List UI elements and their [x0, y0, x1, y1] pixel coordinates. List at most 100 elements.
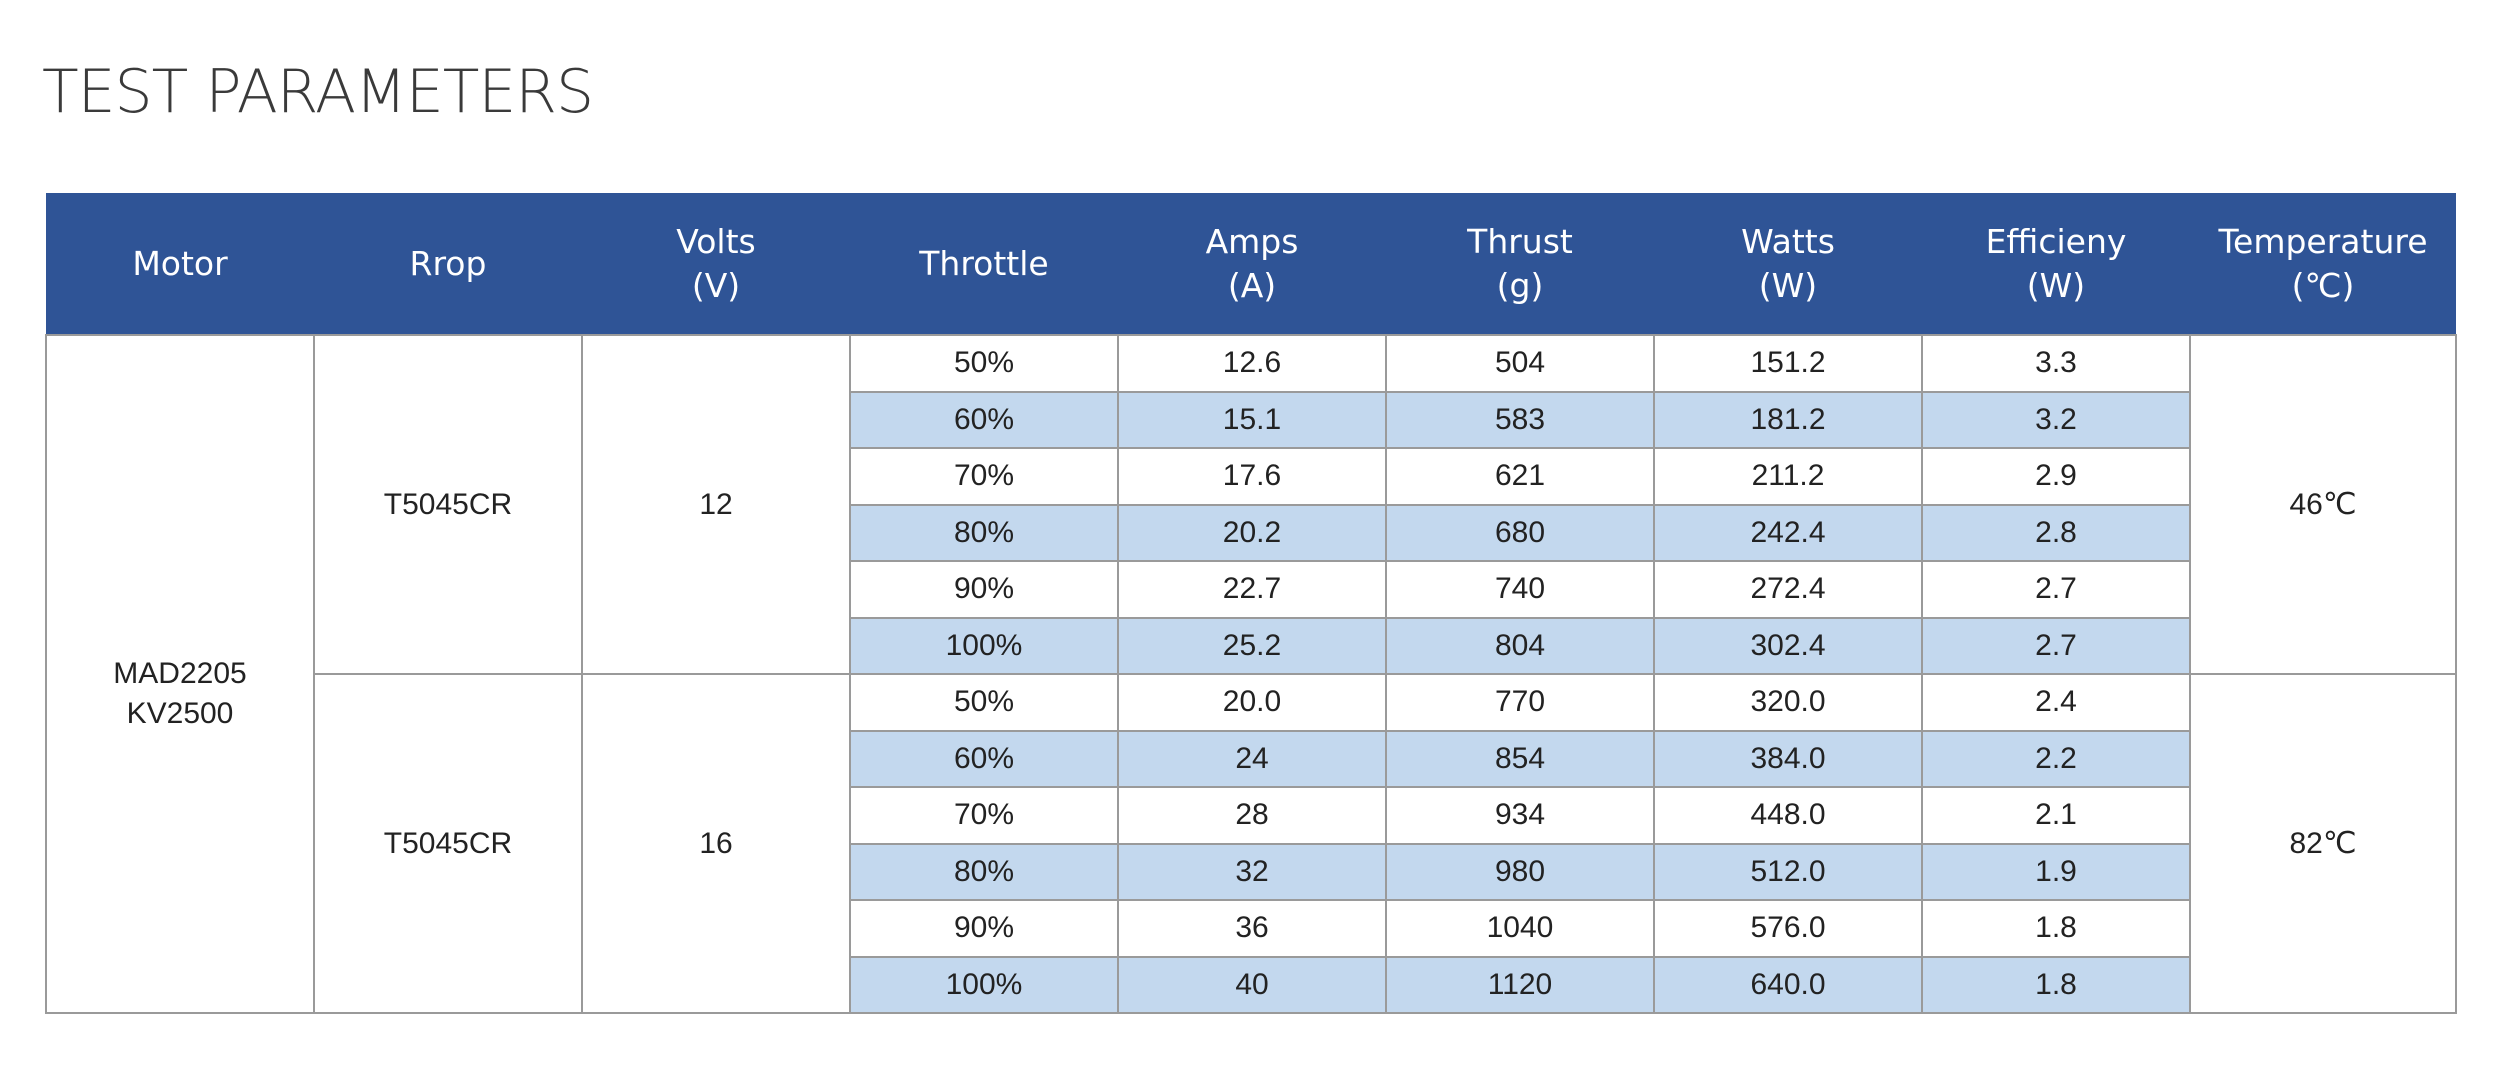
thrust-cell: 740: [1385, 560, 1655, 619]
volts-cell: 12: [581, 334, 851, 675]
volts-cell: 16: [581, 673, 851, 1014]
amps-cell: 15.1: [1117, 390, 1387, 449]
efficiency-cell: 3.3: [1921, 334, 2191, 393]
watts-cell: 576.0: [1653, 899, 1923, 958]
efficiency-cell: 3.2: [1921, 390, 2191, 449]
throttle-cell: 70%: [849, 786, 1119, 845]
table-row: 90% 36 1040 576.0 1.8: [46, 899, 2456, 958]
efficiency-cell: 2.1: [1921, 786, 2191, 845]
table-row: 80% 20.2 680 242.4 2.8: [46, 503, 2456, 562]
amps-cell: 12.6: [1117, 334, 1387, 393]
table-row: 100% 40 1120 640.0 1.8: [46, 955, 2456, 1014]
efficiency-cell: 1.8: [1921, 955, 2191, 1014]
header-thrust-line: Thrust: [1467, 221, 1573, 261]
thrust-cell: 804: [1385, 616, 1655, 675]
table-row: 100% 25.2 804 302.4 2.7: [46, 616, 2456, 675]
prop-cell: T5045CR: [313, 334, 583, 675]
motor-cell: MAD2205 KV2500: [45, 334, 315, 1014]
header-watts-line: Watts: [1741, 221, 1835, 261]
header-row: Motor Rrop Volts (V) Throttle Amps (A) Thrust (g…: [46, 193, 2456, 335]
amps-cell: 28: [1117, 786, 1387, 845]
header-motor-line: Motor: [132, 243, 228, 283]
amps-cell: 32: [1117, 842, 1387, 901]
amps-cell: 17.6: [1117, 447, 1387, 506]
amps-cell: 24: [1117, 729, 1387, 788]
header-thrust-line: (g): [1496, 265, 1544, 305]
table-body: MAD2205 KV2500 T5045CR 12 50% 12.6 504 151.2 3.3…: [45, 334, 2457, 1014]
header-throttle: Throttle: [850, 193, 1118, 335]
thrust-cell: 680: [1385, 503, 1655, 562]
header-watts: Watts (W): [1654, 193, 1922, 335]
throttle-cell: 60%: [849, 729, 1119, 788]
efficiency-cell: 2.7: [1921, 560, 2191, 619]
watts-cell: 151.2: [1653, 334, 1923, 393]
header-amps-line: Amps: [1205, 221, 1299, 261]
throttle-cell: 70%: [849, 447, 1119, 506]
watts-cell: 384.0: [1653, 729, 1923, 788]
page-title: TEST PARAMETERS: [42, 57, 594, 127]
thrust-cell: 621: [1385, 447, 1655, 506]
throttle-cell: 50%: [849, 673, 1119, 732]
efficiency-cell: 1.8: [1921, 899, 2191, 958]
motor-name-line: KV2500: [126, 697, 234, 730]
header-efficiency: Efficieny (W): [1922, 193, 2190, 335]
watts-cell: 272.4: [1653, 560, 1923, 619]
header-temperature: Temperature (℃): [2190, 193, 2456, 335]
header-temperature-line: (℃): [2291, 265, 2355, 305]
throttle-cell: 90%: [849, 560, 1119, 619]
header-watts-line: (W): [1758, 265, 1818, 305]
efficiency-cell: 2.9: [1921, 447, 2191, 506]
header-amps-line: (A): [1227, 265, 1277, 305]
prop-cell: T5045CR: [313, 673, 583, 1014]
header-throttle-line: Throttle: [919, 243, 1049, 283]
watts-cell: 242.4: [1653, 503, 1923, 562]
efficiency-cell: 2.4: [1921, 673, 2191, 732]
throttle-cell: 100%: [849, 616, 1119, 675]
header-motor: Motor: [46, 193, 314, 335]
thrust-cell: 980: [1385, 842, 1655, 901]
header-volts: Volts (V): [582, 193, 850, 335]
header-thrust: Thrust (g): [1386, 193, 1654, 335]
amps-cell: 20.2: [1117, 503, 1387, 562]
watts-cell: 211.2: [1653, 447, 1923, 506]
throttle-cell: 100%: [849, 955, 1119, 1014]
watts-cell: 512.0: [1653, 842, 1923, 901]
throttle-cell: 80%: [849, 842, 1119, 901]
header-volts-line: (V): [691, 265, 741, 305]
efficiency-cell: 1.9: [1921, 842, 2191, 901]
motor-name-line: MAD2205: [113, 657, 247, 690]
header-prop: Rrop: [314, 193, 582, 335]
watts-cell: 302.4: [1653, 616, 1923, 675]
header-amps: Amps (A): [1118, 193, 1386, 335]
header-efficiency-line: (W): [2026, 265, 2086, 305]
efficiency-cell: 2.8: [1921, 503, 2191, 562]
temperature-cell: 82℃: [2189, 673, 2457, 1014]
header-efficiency-line: Efficieny: [1985, 221, 2127, 261]
amps-cell: 36: [1117, 899, 1387, 958]
throttle-cell: 80%: [849, 503, 1119, 562]
thrust-cell: 934: [1385, 786, 1655, 845]
table-row: T5045CR 16 50% 20.0 770 320.0 2.4 82℃: [46, 673, 2457, 1014]
thrust-cell: 504: [1385, 334, 1655, 393]
table-row: 80% 32 980 512.0 1.9: [46, 842, 2456, 901]
table-row: 60% 24 854 384.0 2.2: [46, 729, 2456, 788]
amps-cell: 25.2: [1117, 616, 1387, 675]
table-header: Motor Rrop Volts (V) Throttle Amps (A) Thrust (g…: [46, 193, 2456, 335]
amps-cell: 40: [1117, 955, 1387, 1014]
watts-cell: 181.2: [1653, 390, 1923, 449]
throttle-cell: 60%: [849, 390, 1119, 449]
efficiency-cell: 2.2: [1921, 729, 2191, 788]
table-row: 60% 15.1 583 181.2 3.2: [46, 390, 2456, 449]
watts-cell: 320.0: [1653, 673, 1923, 732]
thrust-cell: 1040: [1385, 899, 1655, 958]
table-row: MAD2205 KV2500 T5045CR 12 50% 12.6 504 151.2 3.3…: [45, 334, 2457, 1014]
test-parameters-table: Motor Rrop Volts (V) Throttle Amps (A) Thrust (g…: [45, 193, 2457, 1014]
temperature-cell: 46℃: [2189, 334, 2457, 675]
amps-cell: 20.0: [1117, 673, 1387, 732]
watts-cell: 448.0: [1653, 786, 1923, 845]
thrust-cell: 854: [1385, 729, 1655, 788]
table-row: 70% 28 934 448.0 2.1: [46, 786, 2456, 845]
efficiency-cell: 2.7: [1921, 616, 2191, 675]
thrust-cell: 1120: [1385, 955, 1655, 1014]
amps-cell: 22.7: [1117, 560, 1387, 619]
